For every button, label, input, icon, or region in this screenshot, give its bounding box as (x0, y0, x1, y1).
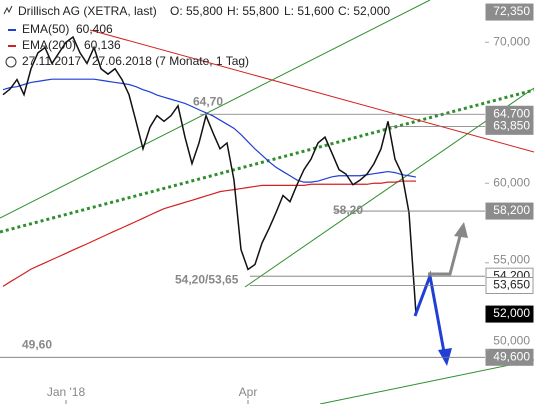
level-annotation: 54,20/53,65 (175, 272, 239, 286)
y-tick-label: 70,000 (493, 34, 530, 48)
price-box-label: 53,650 (493, 278, 530, 292)
legend-label: EMA(50) (22, 22, 69, 36)
level-annotation: 49,60 (22, 337, 52, 351)
arrow (413, 270, 446, 353)
price-box-label: 63,850 (493, 119, 530, 133)
x-tick-label: Apr (239, 385, 258, 399)
ohlc: C: 52,000 (338, 4, 390, 18)
y-tick-label: 55,000 (493, 252, 530, 266)
arrow (428, 235, 462, 276)
icon (5, 56, 17, 68)
legend: Drillisch AG (XETRA, last) O: 55,800 H: … (3, 4, 390, 68)
level-annotation: 64,70 (193, 94, 223, 108)
ohlc: L: 51,600 (284, 4, 334, 18)
x-tick-label: Jan '18 (47, 385, 86, 399)
trend-line (89, 29, 534, 153)
price-line (2, 35, 417, 315)
y-tick-label: 60,000 (493, 175, 530, 189)
price-box-label: 72,350 (493, 4, 530, 18)
price-box-label: 58,200 (493, 203, 530, 217)
arrows (413, 222, 468, 366)
price-box (485, 117, 534, 135)
legend-title: Drillisch AG (XETRA, last) (18, 4, 157, 18)
price-box-label: 49,600 (493, 349, 530, 363)
icon (3, 5, 13, 15)
price-box (485, 3, 534, 21)
legend-value: 60,136 (84, 38, 121, 52)
trend-line (0, 0, 431, 219)
price-box (485, 202, 534, 220)
level-annotation: 58,20 (333, 203, 363, 217)
subtitle: 27.11.2017 - 27.06.2018 (7 Monate, 1 Tag… (22, 54, 249, 68)
price-box-label: 64,700 (493, 106, 530, 120)
price-box (485, 305, 534, 323)
ema-line (2, 180, 417, 287)
trend-line (319, 359, 534, 404)
price-box (485, 277, 534, 295)
arrow-head (454, 222, 468, 238)
ohlc: O: 55,800 (170, 4, 223, 18)
trend-line-dotted (0, 88, 534, 234)
ohlc: H: 55,800 (227, 4, 279, 18)
price-box (485, 348, 534, 366)
legend-label: EMA(200) (22, 38, 76, 52)
legend-value: 60,406 (76, 22, 113, 36)
price-box-label: 52,000 (493, 306, 530, 320)
y-tick-label: 50,000 (493, 333, 530, 347)
